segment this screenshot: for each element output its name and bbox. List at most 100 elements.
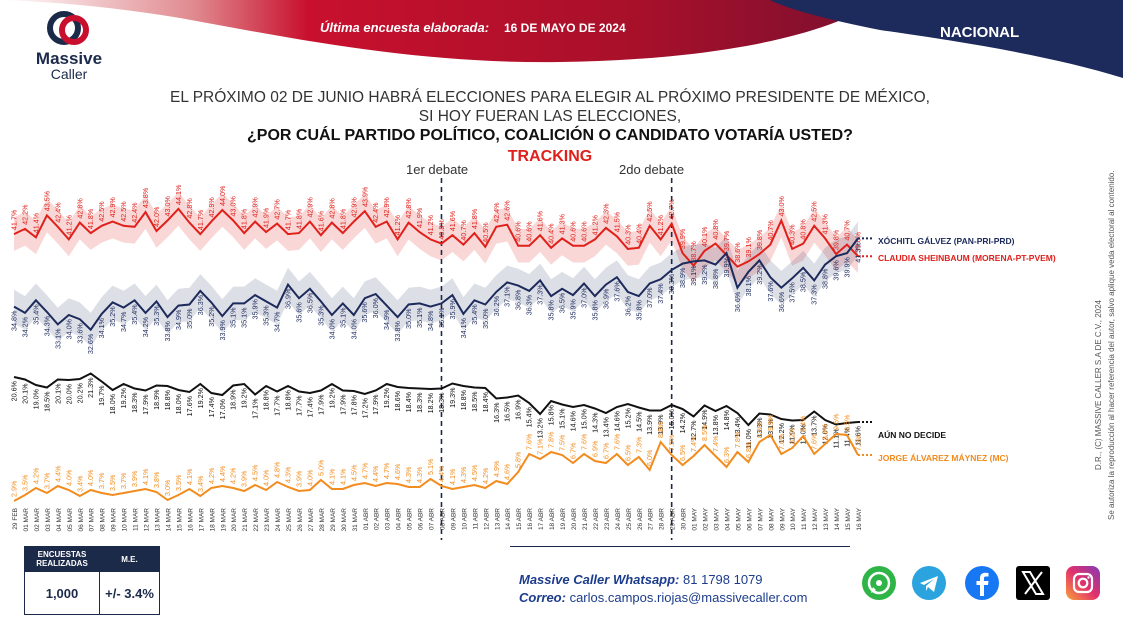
data-label-aun-no-decide: 17.7% [294,395,303,416]
data-label-jorge: 4.1% [185,468,194,485]
data-label-claudia: 42.4% [53,202,62,223]
data-label-xochitl: 35.3% [262,305,271,326]
data-label-claudia: 42.7% [273,199,282,220]
data-label-jorge: 4.5% [349,464,358,481]
x-tick-label: 11 ABR [472,508,479,530]
data-label-claudia: 42.5% [645,201,654,222]
data-label-jorge: 7.4% [689,435,698,452]
data-label-jorge: 7.8% [733,431,742,448]
data-label-xochitl: 34.8% [426,310,435,331]
x-tick-label: 28 MAR [319,508,326,532]
whatsapp-icon[interactable] [862,566,896,600]
data-label-claudia: 41.8% [470,208,479,229]
x-tick-label: 01 ABR [363,508,370,530]
data-label-claudia: 40.6% [569,221,578,242]
data-label-aun-no-decide: 13.3% [755,417,764,438]
data-label-claudia: 41.2% [426,214,435,235]
x-tick-label: 29 ABR [670,508,677,530]
x-tick-label: 02 MAY [703,507,710,530]
data-label-aun-no-decide: 14.6% [569,410,578,431]
data-label-aun-no-decide: 14.2% [678,412,687,433]
data-label-jorge: 7.5% [558,434,567,451]
data-label-xochitl: 34.7% [273,311,282,332]
data-label-xochitl: 34.3% [42,315,51,336]
data-label-claudia: 40.6% [579,221,588,242]
data-label-jorge: 4.4% [371,465,380,482]
copyright-line2: Se autoriza la reproducción al hacer ref… [1107,170,1116,520]
band-claudia [14,192,858,284]
x-tick-label: 07 ABR [429,508,436,530]
data-label-claudia: 38.7% [689,241,698,262]
data-label-claudia: 42.3% [601,203,610,224]
brand-name: Massive [35,49,103,68]
x-tick-label: 11 MAY [801,507,808,530]
x-tick-label: 28 ABR [659,508,666,530]
data-label-claudia: 38.6% [733,242,742,263]
series-line-jorge [13,432,859,502]
data-label-aun-no-decide: 18.5% [470,391,479,412]
data-label-xochitl: 37.1% [503,286,512,307]
data-label-xochitl: 34.1% [97,317,106,338]
data-label-aun-no-decide: 19.0% [31,388,40,409]
data-label-jorge: 9.5% [766,414,775,431]
x-tick-label: 01 MAY [692,507,699,530]
x-tick-label: 25 ABR [626,508,633,530]
data-label-xochitl: 36.2% [623,295,632,316]
x-tick-label: 13 ABR [494,508,501,530]
data-label-xochitl: 38.3% [667,273,676,294]
x-tick-label: 19 MAR [220,508,227,532]
x-tick-label: 08 MAY [768,507,775,530]
data-label-claudia: 41.2% [590,214,599,235]
x-tick-label: 15 ABR [516,508,523,530]
question-line2: SI HOY FUERAN LAS ELECCIONES, [418,108,682,125]
mail-address[interactable]: carlos.campos.riojas@massivecaller.com [569,590,808,605]
data-label-aun-no-decide: 13.1% [766,418,775,439]
data-label-jorge: 6.8% [744,441,753,458]
data-label-jorge: 6.5% [623,444,632,461]
data-label-aun-no-decide: 17.8% [349,394,358,415]
data-label-jorge: 4.2% [229,467,238,484]
data-label-claudia: 39.9% [678,228,687,249]
data-label-claudia: 42.0% [152,206,161,227]
data-label-xochitl: 36.9% [284,288,293,309]
x-tick-label: 10 MAR [122,508,129,532]
data-label-aun-no-decide: 14.5% [634,411,643,432]
stats-table: ENCUESTAS REALIZADAS M.E. 1,000 +/- 3.4% [24,546,160,615]
facebook-icon[interactable] [965,566,999,600]
data-label-claudia: 40.6% [525,221,534,242]
telegram-icon[interactable] [912,566,946,600]
data-label-claudia: 40.4% [547,223,556,244]
data-label-aun-no-decide: 20.1% [53,383,62,404]
data-label-xochitl: 37.5% [788,282,797,303]
data-label-claudia: 41.6% [536,210,545,231]
instagram-icon[interactable] [1066,566,1100,600]
x-tick-label: 18 ABR [549,508,556,530]
data-label-xochitl: 35.4% [470,304,479,325]
data-label-xochitl: 36.2% [492,295,501,316]
data-label-jorge: 4.5% [470,464,479,481]
data-label-xochitl: 36.3% [525,294,534,315]
data-label-jorge: 3.7% [97,472,106,489]
data-label-aun-no-decide: 15.0% [579,408,588,429]
data-label-xochitl: 34.2% [20,316,29,337]
data-label-claudia: 42.6% [503,200,512,221]
whatsapp-number[interactable]: 81 1798 1079 [683,572,763,587]
data-label-claudia: 40.8% [799,219,808,240]
data-label-claudia: 40.6% [514,221,523,242]
data-label-xochitl: 39.6% [832,260,841,281]
data-label-xochitl: 35.8% [634,300,643,321]
data-label-aun-no-decide: 11.6% [854,425,863,445]
question-line3: ¿POR CUÁL PARTIDO POLÍTICO, COALICIÓN O … [247,127,853,144]
data-label-claudia: 42.4% [371,202,380,223]
x-icon[interactable] [1016,566,1050,600]
data-label-aun-no-decide: 19.2% [327,387,336,408]
data-label-xochitl: 34.8% [10,310,19,331]
data-label-jorge: 4.1% [338,468,347,485]
x-tick-label: 22 ABR [593,508,600,530]
data-label-aun-no-decide: 17.0% [218,398,227,419]
x-tick-label: 22 MAR [253,508,260,532]
x-tick-label: 09 MAR [111,508,118,532]
series-line-aun-no-decide [13,372,859,427]
data-label-aun-no-decide: 18.9% [229,389,238,410]
data-label-jorge: 3.9% [130,470,139,487]
